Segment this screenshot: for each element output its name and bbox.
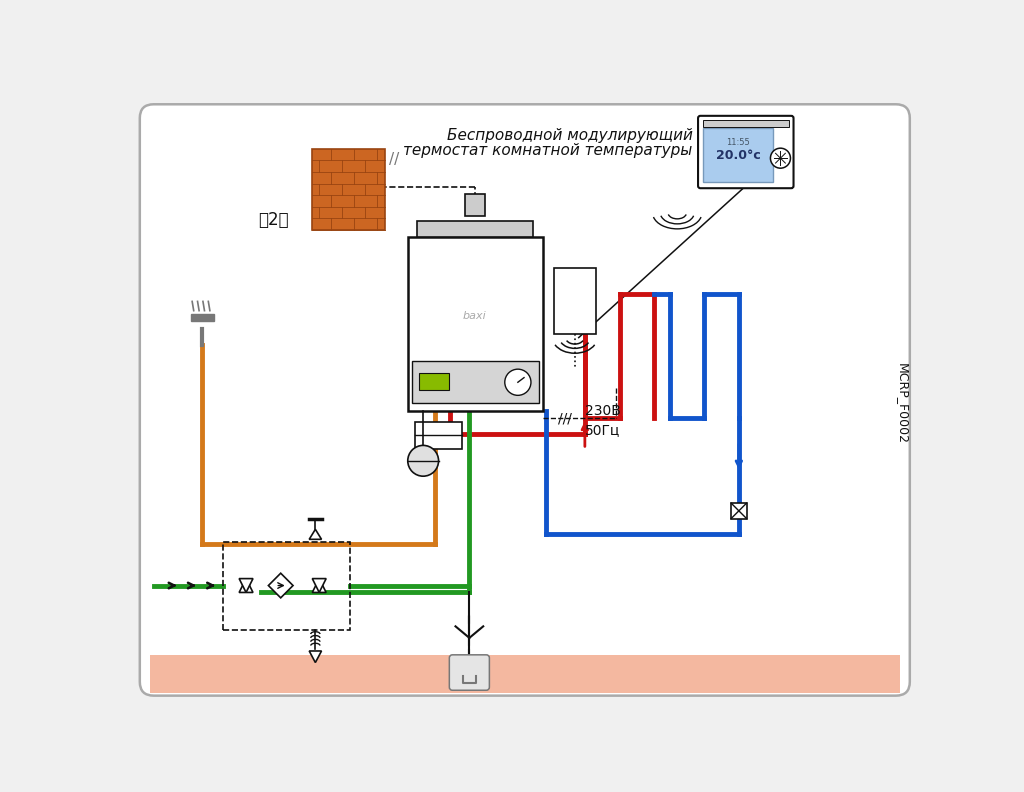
Bar	[311, 149, 385, 230]
Polygon shape	[309, 651, 322, 663]
Bar	[223, 542, 350, 630]
Bar	[731, 503, 746, 519]
Polygon shape	[312, 579, 326, 592]
Polygon shape	[240, 579, 253, 592]
Text: ⤂2⤂: ⤂2⤂	[258, 211, 289, 229]
Polygon shape	[268, 573, 293, 598]
Circle shape	[505, 369, 531, 395]
FancyBboxPatch shape	[698, 116, 794, 188]
Bar	[554, 268, 596, 333]
Bar	[417, 220, 534, 238]
Polygon shape	[309, 529, 322, 539]
Bar	[702, 120, 788, 128]
Bar	[150, 655, 900, 693]
Text: baxi: baxi	[463, 311, 486, 321]
FancyBboxPatch shape	[140, 105, 909, 695]
Text: термостат комнатной температуры: термостат комнатной температуры	[403, 143, 692, 158]
Text: MCRP_F0002: MCRP_F0002	[896, 363, 908, 444]
Text: //: //	[388, 152, 398, 167]
Polygon shape	[312, 579, 326, 592]
Circle shape	[770, 148, 791, 168]
Circle shape	[408, 445, 438, 476]
Bar	[416, 422, 462, 449]
Bar	[412, 360, 539, 403]
Bar	[408, 238, 543, 411]
Bar	[703, 128, 773, 182]
Polygon shape	[240, 579, 253, 592]
Text: 230В
50Гц: 230В 50Гц	[585, 404, 621, 437]
Bar	[190, 314, 214, 322]
Bar	[419, 373, 450, 390]
Bar	[465, 194, 484, 216]
Text: Беспроводной модулирующий: Беспроводной модулирующий	[446, 128, 692, 143]
Text: 11:55: 11:55	[726, 139, 750, 147]
FancyBboxPatch shape	[450, 655, 489, 691]
Text: 20.0°c: 20.0°c	[716, 150, 761, 162]
Text: ///: ///	[558, 411, 571, 425]
